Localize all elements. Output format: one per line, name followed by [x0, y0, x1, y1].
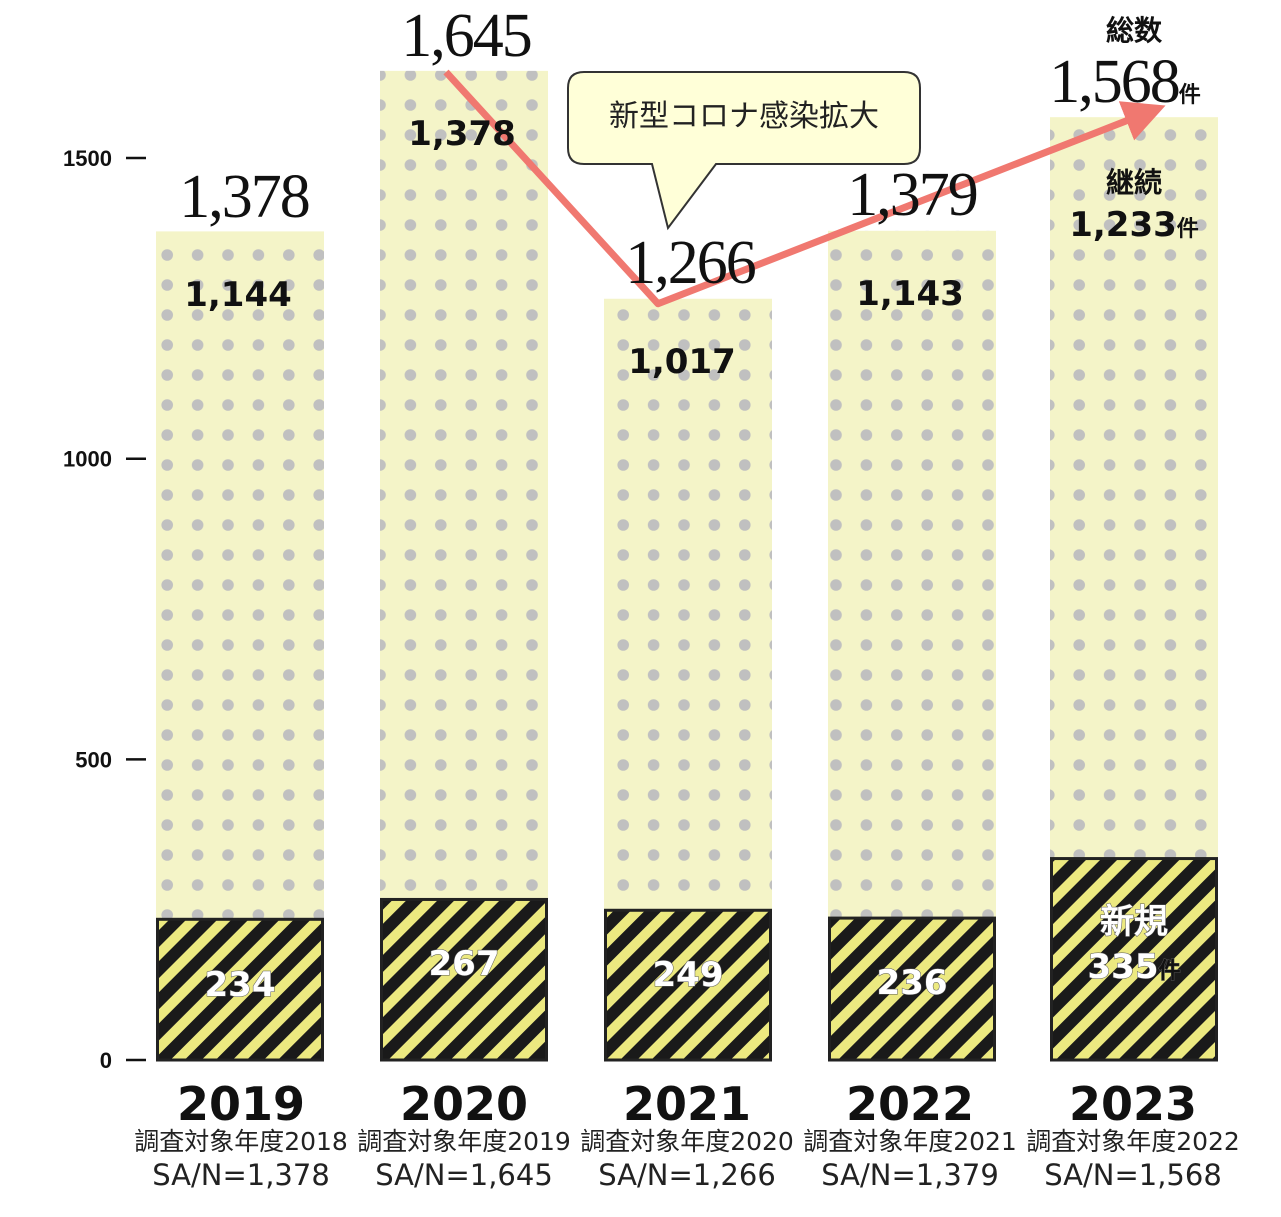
total-value-label: 1,568件 — [1049, 48, 1201, 116]
callout-text: 新型コロナ感染拡大 — [609, 99, 879, 134]
bar-new — [1050, 857, 1218, 1062]
sample-size-label: SA/N=1,568 — [1044, 1158, 1222, 1192]
x-tick-label: 2020 — [400, 1077, 528, 1131]
total-value-label: 1,266 — [625, 229, 756, 297]
x-tick-label: 2019 — [177, 1077, 305, 1131]
sample-size-label: SA/N=1,645 — [375, 1158, 553, 1192]
y-tick-label: 500 — [75, 747, 112, 772]
total-value-label: 1,645 — [401, 2, 531, 70]
bar-continuing — [156, 231, 324, 920]
y-tick-label: 1000 — [63, 447, 112, 472]
x-tick-label: 2022 — [846, 1077, 974, 1131]
bar-continuing — [604, 298, 772, 911]
new-value-label: 234 — [205, 965, 276, 1005]
bar-new — [828, 916, 996, 1062]
callout: 新型コロナ感染拡大 — [567, 71, 921, 231]
bars — [156, 70, 1218, 1062]
x-subtitle: 調査対象年度2019 — [357, 1127, 571, 1156]
x-subtitle: 調査対象年度2021 — [803, 1127, 1017, 1156]
y-axis: 0 500 1000 1500 — [63, 146, 146, 1073]
new-value-label: 236 — [877, 963, 948, 1003]
y-tick-label: 0 — [100, 1048, 112, 1073]
bar-new — [604, 908, 772, 1062]
x-tick-label: 2021 — [623, 1077, 751, 1131]
data-labels: 234 1,144 1,378 267 1,378 1,645 249 1,017 1,266 2… — [179, 2, 1202, 1006]
continuing-value-label: 1,143 — [856, 274, 964, 314]
x-tick-label: 2023 — [1069, 1077, 1197, 1131]
sample-size-label: SA/N=1,266 — [598, 1158, 776, 1192]
y-tick-label: 1500 — [63, 146, 112, 171]
continuing-value-label: 1,017 — [628, 342, 736, 382]
total-series-label: 総数 — [1106, 14, 1163, 47]
new-value-label: 249 — [653, 955, 724, 995]
bar-continuing — [380, 70, 548, 900]
x-axis-labels: 2019調査対象年度2018SA/N=1,3782020調査対象年度2019SA… — [134, 1077, 1240, 1192]
sample-size-label: SA/N=1,378 — [152, 1158, 330, 1192]
trend-arrow — [443, 69, 1166, 308]
trend-line — [443, 69, 1166, 308]
bar-continuing — [1050, 117, 1218, 859]
total-value-label: 1,379 — [847, 161, 977, 229]
total-value-label: 1,378 — [179, 163, 309, 231]
x-subtitle: 調査対象年度2022 — [1026, 1127, 1240, 1156]
new-value-label: 267 — [429, 944, 500, 984]
continuing-series-label: 継続 — [1106, 166, 1162, 199]
continuing-value-label: 1,144 — [184, 275, 292, 315]
sample-size-label: SA/N=1,379 — [821, 1158, 999, 1192]
bar-new — [156, 917, 324, 1062]
bar-continuing — [828, 230, 996, 919]
x-subtitle: 調査対象年度2018 — [134, 1127, 348, 1156]
x-subtitle: 調査対象年度2020 — [580, 1127, 794, 1156]
bar-new — [380, 897, 548, 1062]
new-series-label: 新規 — [1100, 902, 1168, 942]
callout-bubble — [567, 71, 921, 231]
continuing-value-label: 1,378 — [408, 114, 516, 154]
